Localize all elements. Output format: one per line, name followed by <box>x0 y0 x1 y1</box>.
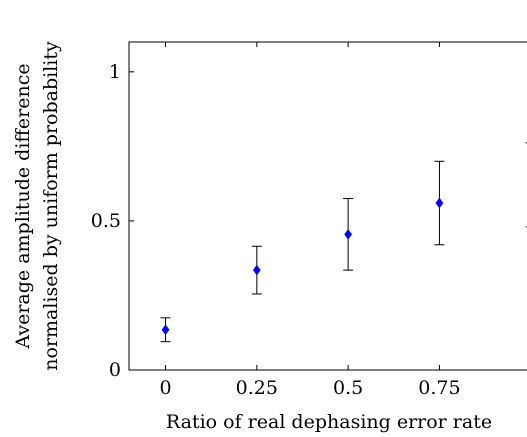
y-axis-ticks: 00.51 <box>91 61 134 381</box>
data-point <box>344 228 353 240</box>
y-tick-label: 0.5 <box>91 210 121 232</box>
y-tick-label: 0 <box>109 359 121 381</box>
x-tick-label: 0.75 <box>418 377 460 399</box>
y-tick-label: 1 <box>109 61 121 83</box>
plot-frame <box>128 41 527 371</box>
y-axis-title-line-1: Average amplitude difference <box>12 63 34 349</box>
x-axis-ticks: 0 0.25 0.5 0.75 1 <box>159 42 527 399</box>
data-point <box>252 264 261 276</box>
x-tick-label: 0.25 <box>236 377 278 399</box>
x-axis-title: Ratio of real dephasing error rate <box>166 411 492 433</box>
data-point <box>161 324 170 336</box>
x-tick-label: 0 <box>159 377 171 399</box>
data-series <box>160 142 527 343</box>
x-tick-label: 0.5 <box>333 377 363 399</box>
x-tick-label: 1 <box>525 377 527 399</box>
y-axis-title-line-2: normalised by uniform probability <box>40 41 62 371</box>
data-point <box>435 197 444 209</box>
